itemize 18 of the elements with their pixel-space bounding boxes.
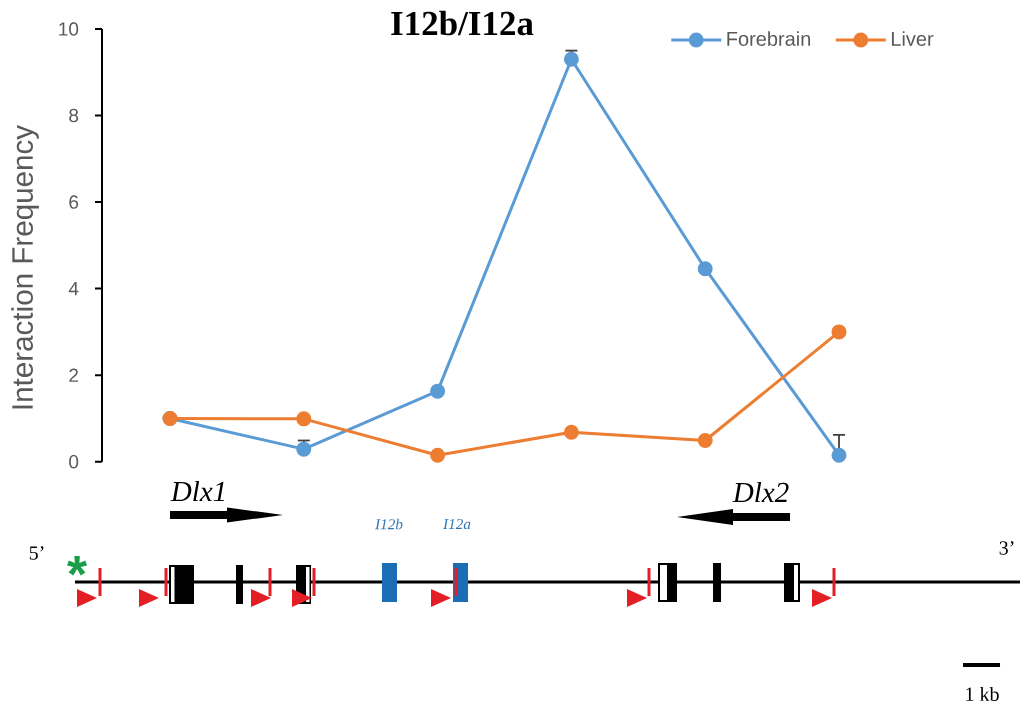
chart-title: I12b/I12a [391, 10, 534, 36]
legend-label: Forebrain [727, 31, 811, 46]
text: 5’ [29, 546, 44, 560]
y-tick-label: 2 [69, 368, 79, 382]
legend-label: Liver [891, 31, 934, 46]
y-tick-label: 6 [69, 195, 79, 209]
text: Dlx2 [732, 481, 789, 503]
y-tick-label: 10 [59, 22, 79, 36]
text: 3’ [999, 541, 1014, 555]
text: I12a [443, 518, 471, 530]
y-axis-title: Interaction Frequency [11, 124, 39, 409]
text: * [67, 556, 88, 576]
text: 1 kb [966, 686, 999, 702]
y-tick-label: 8 [69, 108, 79, 123]
text: Dlx1 [170, 480, 225, 502]
y-tick-label: 0 [69, 454, 79, 469]
y-tick-label: 4 [68, 282, 79, 296]
text: I12b [375, 518, 403, 530]
